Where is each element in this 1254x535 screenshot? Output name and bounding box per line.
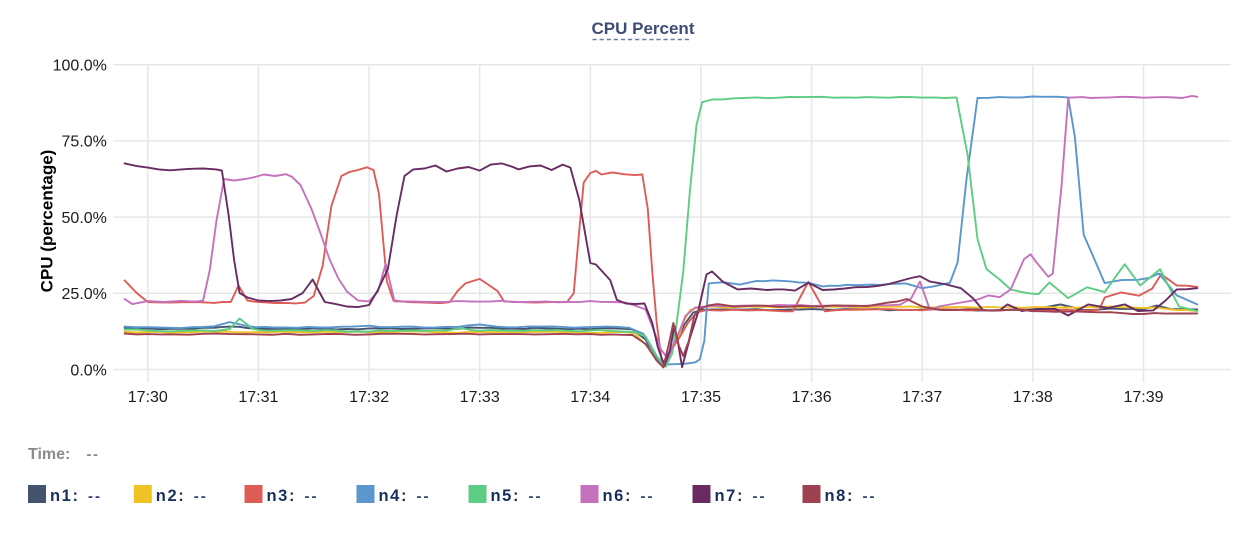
svg-text:--: -- xyxy=(417,488,431,505)
svg-text:17:33: 17:33 xyxy=(460,389,500,406)
svg-text:n1:: n1: xyxy=(50,487,80,505)
svg-text:Time:: Time: xyxy=(28,446,70,463)
svg-text:--: -- xyxy=(305,488,319,505)
svg-text:--: -- xyxy=(87,446,100,463)
svg-text:n4:: n4: xyxy=(379,487,409,505)
svg-text:17:38: 17:38 xyxy=(1013,389,1053,406)
svg-text:17:32: 17:32 xyxy=(349,389,389,406)
svg-text:17:35: 17:35 xyxy=(681,389,721,406)
svg-text:n6:: n6: xyxy=(603,487,633,505)
svg-text:--: -- xyxy=(863,488,877,505)
svg-text:50.0%: 50.0% xyxy=(62,210,107,227)
svg-text:17:37: 17:37 xyxy=(902,389,942,406)
svg-text:--: -- xyxy=(753,488,767,505)
svg-text:17:34: 17:34 xyxy=(570,389,610,406)
svg-text:17:39: 17:39 xyxy=(1123,389,1163,406)
svg-text:n2:: n2: xyxy=(156,487,186,505)
svg-text:--: -- xyxy=(194,488,208,505)
svg-text:--: -- xyxy=(88,488,102,505)
svg-text:100.0%: 100.0% xyxy=(53,58,107,75)
svg-text:n3:: n3: xyxy=(267,487,297,505)
svg-text:n5:: n5: xyxy=(491,487,521,505)
svg-text:--: -- xyxy=(529,488,543,505)
svg-text:17:31: 17:31 xyxy=(238,389,278,406)
svg-text:17:30: 17:30 xyxy=(128,389,168,406)
svg-text:CPU Percent: CPU Percent xyxy=(592,19,695,38)
svg-text:25.0%: 25.0% xyxy=(62,286,107,303)
svg-text:n8:: n8: xyxy=(825,487,855,505)
svg-text:75.0%: 75.0% xyxy=(62,134,107,151)
svg-text:CPU (percentage): CPU (percentage) xyxy=(38,150,57,293)
svg-text:n7:: n7: xyxy=(715,487,745,505)
svg-text:0.0%: 0.0% xyxy=(70,362,106,379)
svg-text:17:36: 17:36 xyxy=(792,389,832,406)
svg-text:--: -- xyxy=(641,488,655,505)
